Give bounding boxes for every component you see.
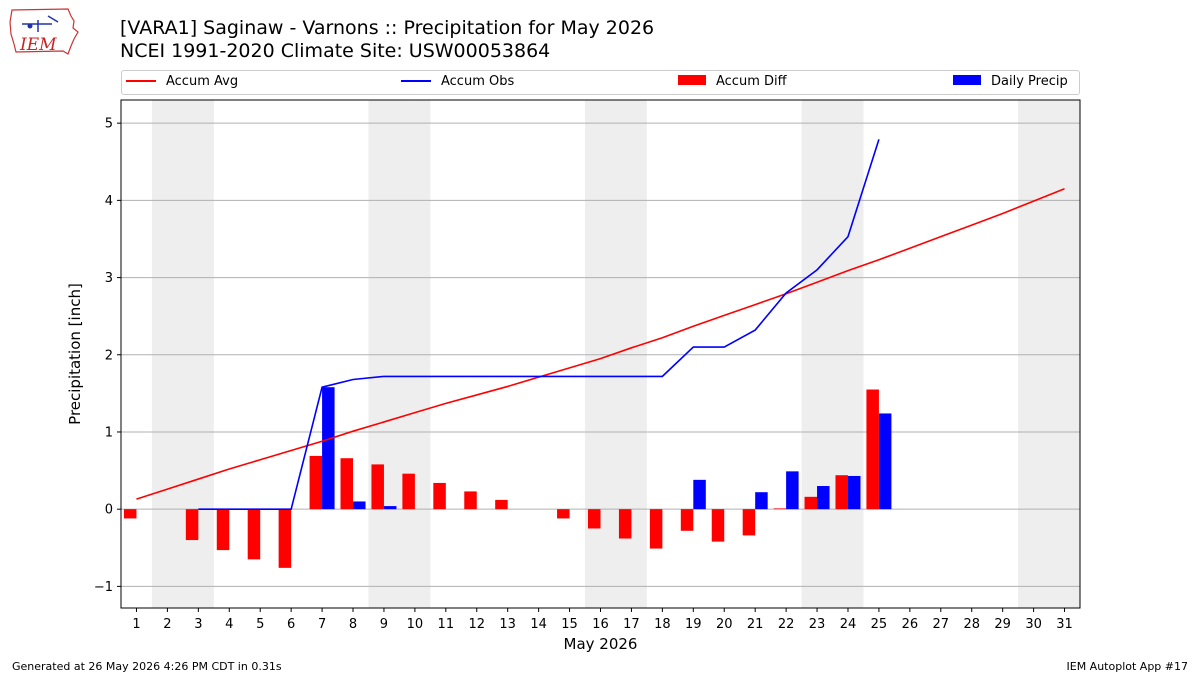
weekend-shade-0 (151, 100, 214, 608)
x-tick-label: 17 (623, 617, 640, 632)
daily-precip-bar-24 (847, 475, 861, 510)
x-tick-label: 11 (438, 617, 455, 632)
x-tick-label: 23 (809, 617, 826, 632)
x-tick-label: 27 (933, 617, 950, 632)
x-tick-label: 18 (654, 617, 671, 632)
accum-diff-bar-15 (557, 509, 570, 519)
x-tick-label: 1 (132, 617, 140, 632)
legend-item-accum-obs: Accum Obs (401, 74, 514, 89)
x-tick-label: 13 (499, 617, 516, 632)
chart-title: [VARA1] Saginaw - Varnons :: Precipitati… (120, 17, 655, 39)
legend-item-accum-avg: Accum Avg (126, 74, 238, 89)
accum-diff-bar-13 (495, 499, 508, 510)
x-tick-label: 28 (963, 617, 980, 632)
accum-diff-bar-7 (309, 455, 323, 510)
x-tick-label: 5 (256, 617, 264, 632)
footer-generated: Generated at 26 May 2026 4:26 PM CDT in … (12, 660, 282, 673)
accum-diff-bar-8 (340, 458, 354, 510)
accum-obs-line (198, 139, 880, 510)
legend-item-daily-precip: Daily Precip (953, 74, 1068, 89)
legend-label-daily-precip: Daily Precip (991, 74, 1068, 89)
footer-app: IEM Autoplot App #17 (1066, 660, 1189, 673)
accum-diff-bar-12 (464, 491, 477, 510)
x-axis-label: May 2026 (564, 635, 638, 653)
x-tick-label: 4 (225, 617, 233, 632)
x-tick-label: 22 (778, 617, 795, 632)
accum-diff-bar-19 (680, 509, 694, 531)
daily-precip-bar-25 (878, 413, 892, 510)
x-tick-label: 7 (318, 617, 326, 632)
legend-label-accum-diff: Accum Diff (716, 74, 787, 89)
x-tick-label: 21 (747, 617, 764, 632)
x-tick-label: 24 (840, 617, 857, 632)
accum-diff-bar-25 (866, 389, 879, 510)
legend-swatch-accum-avg (126, 79, 156, 82)
y-tick-label: −1 (94, 580, 113, 595)
legend-swatch-accum-obs (401, 79, 431, 82)
x-tick-label: 26 (902, 617, 919, 632)
x-tick-label: 3 (194, 617, 202, 632)
x-tick-label: 8 (349, 617, 357, 632)
accum-diff-bar-17 (618, 509, 632, 539)
legend-swatch-daily-precip (953, 75, 981, 85)
legend-item-accum-diff: Accum Diff (678, 74, 787, 89)
accum-diff-bar-1 (123, 509, 137, 519)
accum-diff-bar-16 (588, 509, 601, 529)
x-tick-label: 29 (994, 617, 1011, 632)
accum-diff-bar-3 (185, 509, 199, 541)
accum-diff-bar-10 (402, 473, 415, 510)
x-tick-label: 6 (287, 617, 295, 632)
x-tick-label: 12 (468, 617, 485, 632)
accum-diff-bar-22 (773, 508, 787, 510)
y-tick-label: 0 (105, 503, 113, 518)
accum-diff-bar-23 (804, 496, 818, 510)
x-tick-label: 25 (871, 617, 888, 632)
y-tick-label: 5 (105, 117, 113, 132)
x-tick-label: 31 (1056, 617, 1073, 632)
x-tick-label: 19 (685, 617, 702, 632)
x-tick-label: 20 (716, 617, 733, 632)
x-tick-label: 2 (163, 617, 171, 632)
accum-diff-bar-6 (278, 509, 292, 568)
x-tick-label: 30 (1025, 617, 1042, 632)
daily-precip-bar-19 (693, 479, 706, 510)
weekend-shade-4 (1018, 100, 1080, 608)
daily-precip-bar-23 (817, 486, 830, 510)
y-tick-label: 1 (105, 425, 113, 440)
x-tick-label: 10 (407, 617, 424, 632)
accum-diff-bar-9 (371, 464, 384, 510)
accum-diff-bar-11 (433, 482, 446, 510)
accum-diff-bar-18 (649, 509, 663, 549)
daily-precip-bar-21 (755, 492, 768, 510)
legend-swatch-accum-diff (678, 75, 706, 85)
legend-label-accum-obs: Accum Obs (441, 74, 515, 89)
iowa-state-outline-logo: IEM (9, 8, 79, 55)
daily-precip-bar-22 (786, 471, 799, 510)
accum-diff-bar-5 (247, 509, 261, 560)
y-tick-label: 2 (105, 348, 113, 363)
y-axis-label: Precipitation [inch] (66, 283, 84, 425)
y-tick-label: 3 (105, 271, 113, 286)
chart-subtitle: NCEI 1991-2020 Climate Site: USW00053864 (120, 40, 551, 62)
x-tick-label: 16 (592, 617, 609, 632)
daily-precip-bar-7 (322, 387, 335, 510)
x-tick-label: 14 (530, 617, 547, 632)
logo-text: IEM (19, 35, 57, 55)
daily-precip-bar-9 (383, 506, 397, 510)
accum-diff-bar-24 (835, 475, 848, 510)
x-tick-label: 9 (380, 617, 388, 632)
legend: Accum Avg Accum Obs Accum Diff Daily Pre… (121, 70, 1080, 95)
accum-diff-bar-4 (216, 509, 230, 551)
accum-diff-bar-20 (711, 509, 725, 542)
y-tick-label: 4 (105, 194, 113, 209)
x-tick-label: 15 (561, 617, 578, 632)
weekend-shade-1 (368, 100, 431, 608)
legend-label-accum-avg: Accum Avg (166, 74, 239, 89)
weekend-shade-3 (801, 100, 864, 608)
accum-diff-bar-21 (742, 509, 756, 536)
accum-avg-line (136, 188, 1065, 500)
daily-precip-bar-8 (353, 501, 366, 510)
